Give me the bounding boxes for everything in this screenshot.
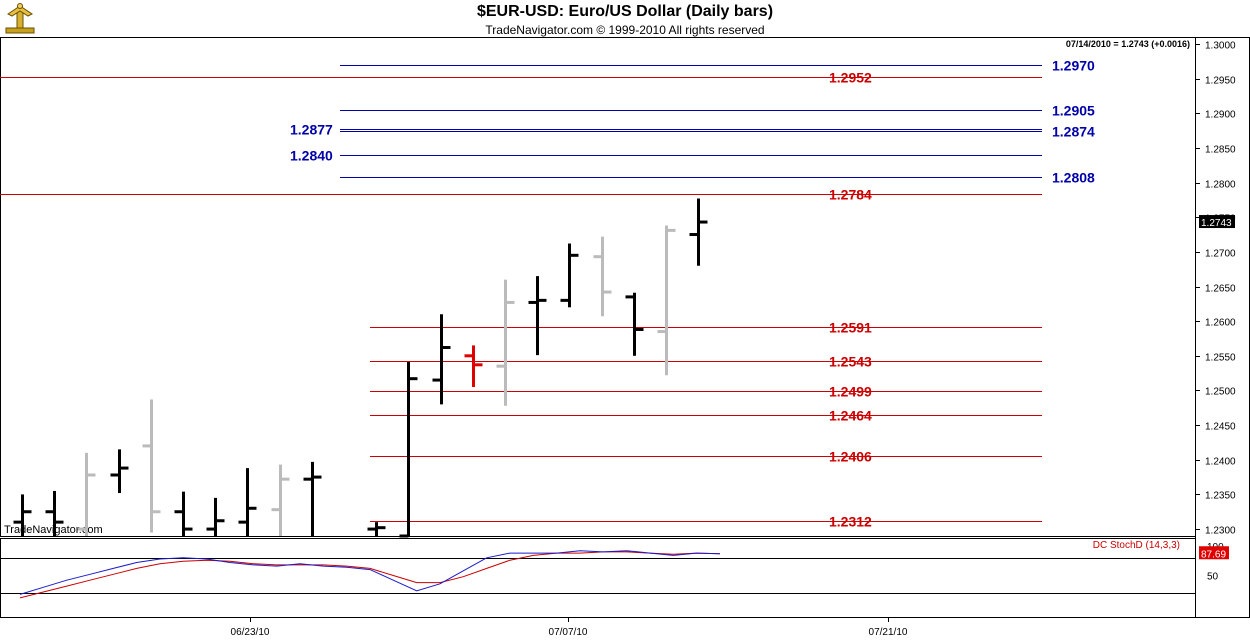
ohlc-bar xyxy=(560,243,579,308)
blue-level-label: 1.2874 xyxy=(1052,124,1095,140)
ohlc-bar xyxy=(593,236,612,317)
ohlc-bar xyxy=(367,522,386,536)
last-price-box xyxy=(1199,215,1235,229)
ohlc-bar xyxy=(206,497,225,536)
ohlc-bar xyxy=(303,461,322,536)
stoch-k-line xyxy=(19,550,721,595)
blue-level-label: 1.2970 xyxy=(1052,58,1095,74)
blue-level-label: 1.2808 xyxy=(1052,170,1095,186)
y-tick-label: 1.2300 xyxy=(1205,526,1236,537)
indicator-tick-label: 50 xyxy=(1207,572,1219,583)
chart-title: $EUR-USD: Euro/US Dollar (Daily bars) xyxy=(476,3,774,20)
red-level-label: 1.2312 xyxy=(829,514,872,530)
ohlc-bar xyxy=(142,399,161,533)
y-tick-label: 1.2850 xyxy=(1205,145,1236,156)
last-price-label: 1.2743 xyxy=(1201,218,1232,229)
x-tick-label: 07/07/10 xyxy=(549,627,588,638)
ohlc-bar xyxy=(238,468,257,536)
y-tick-label: 1.2450 xyxy=(1205,422,1236,433)
blue-level-label: 1.2877 xyxy=(290,122,333,138)
indicator-value-box xyxy=(1199,546,1229,560)
ohlc-bar xyxy=(496,279,515,406)
red-level-label: 1.2499 xyxy=(829,384,872,400)
ohlc-bar xyxy=(45,490,64,536)
y-tick-label: 1.2900 xyxy=(1205,110,1236,121)
y-tick-label: 1.2600 xyxy=(1205,318,1236,329)
ohlc-bar xyxy=(174,491,193,536)
blue-level-label: 1.2905 xyxy=(1052,103,1095,119)
price-pane-border xyxy=(0,37,1196,537)
ohlc-bar xyxy=(528,276,547,356)
indicator-value-label: 87.69 xyxy=(1201,549,1226,560)
y-tick-label: 1.2350 xyxy=(1205,491,1236,502)
red-level-label: 1.2952 xyxy=(829,70,872,86)
quote-readout: 07/14/2010 = 1.2743 (+0.0016) xyxy=(1065,39,1190,49)
red-level-label: 1.2406 xyxy=(829,449,872,465)
indicator-pane-border xyxy=(0,538,1196,618)
y-tick-label: 1.2950 xyxy=(1205,76,1236,87)
indicator-name: DC StochD (14,3,3) xyxy=(1093,540,1180,551)
chart-subtitle: TradeNavigator.com © 1999-2010 All right… xyxy=(485,23,765,37)
ohlc-bar xyxy=(110,449,129,494)
ohlc-bar xyxy=(464,345,483,387)
red-level-label: 1.2543 xyxy=(829,354,872,370)
ohlc-bar xyxy=(432,314,451,405)
x-tick-label: 06/23/10 xyxy=(231,627,270,638)
red-level-label: 1.2591 xyxy=(829,320,872,336)
ohlc-bar xyxy=(689,198,708,266)
y-tick-label: 1.2800 xyxy=(1205,180,1236,191)
y-tick-label: 1.2650 xyxy=(1205,284,1236,295)
y-tick-label: 1.2500 xyxy=(1205,387,1236,398)
ohlc-bar xyxy=(657,225,676,376)
ohlc-bar xyxy=(399,362,418,538)
x-tick-label: 07/21/10 xyxy=(869,627,908,638)
y-tick-label: 1.2400 xyxy=(1205,457,1236,468)
y-tick-label: 1.2550 xyxy=(1205,353,1236,364)
red-level-label: 1.2784 xyxy=(829,187,872,203)
ohlc-bar xyxy=(625,292,644,356)
red-level-label: 1.2464 xyxy=(829,408,872,424)
y-tick-label: 1.3000 xyxy=(1205,41,1236,52)
trade-navigator-logo-icon xyxy=(4,2,36,36)
ohlc-bar xyxy=(271,464,290,536)
ohlc-bar xyxy=(13,494,32,536)
blue-level-label: 1.2840 xyxy=(290,148,333,164)
y-tick-label: 1.2700 xyxy=(1205,249,1236,260)
ohlc-bar xyxy=(77,452,96,536)
